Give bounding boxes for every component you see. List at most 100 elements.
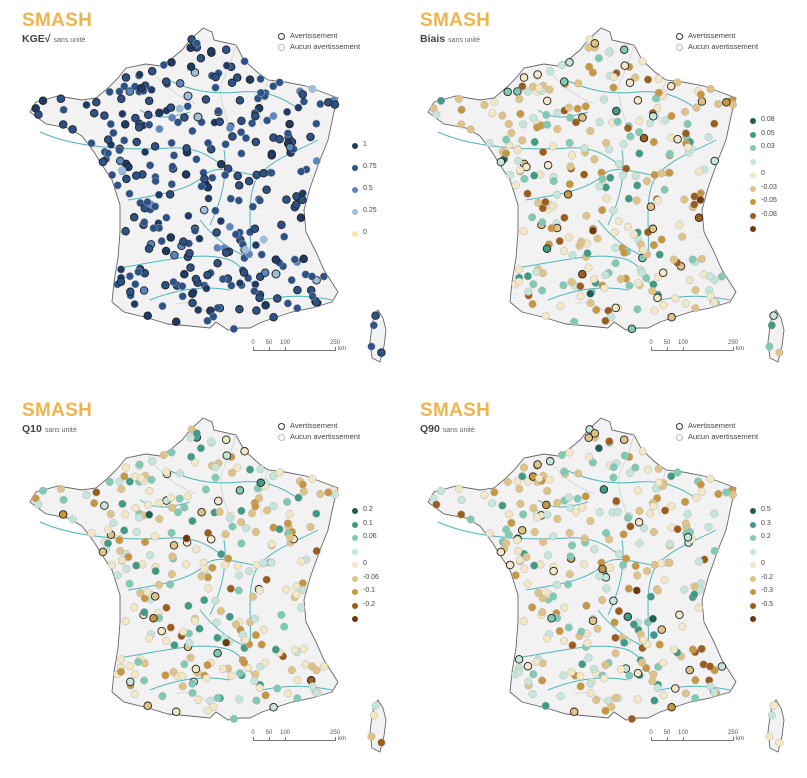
station-marker: [522, 552, 531, 562]
station-marker: [180, 269, 189, 279]
station-marker: [187, 452, 196, 461]
legend-label: 0: [363, 229, 367, 236]
station-marker: [125, 87, 135, 96]
scale-tick: [651, 347, 652, 351]
station-marker: [292, 590, 301, 599]
station-marker: [213, 303, 222, 312]
station-marker: [175, 79, 185, 88]
station-marker: [432, 500, 441, 509]
station-marker: [457, 510, 466, 519]
station-marker: [241, 134, 251, 143]
station-marker: [565, 448, 574, 457]
station-marker: [589, 664, 598, 674]
station-marker: [297, 167, 306, 176]
station-marker: [143, 198, 152, 207]
station-marker: [565, 570, 574, 579]
station-marker: [227, 281, 236, 290]
station-marker: [167, 138, 176, 147]
station-marker: [710, 509, 719, 518]
panel-title: SMASH: [420, 10, 491, 31]
station-marker: [211, 473, 220, 482]
station-marker: [646, 202, 656, 211]
station-marker: [480, 100, 489, 109]
station-marker: [146, 551, 155, 560]
station-marker: [178, 292, 187, 301]
station-marker: [166, 580, 175, 589]
station-marker: [606, 173, 615, 182]
river-line: [547, 287, 629, 301]
station-marker: [581, 492, 590, 501]
map-panel-q10: SMASH Q10 sans unité Avertissement Aucun …: [0, 390, 400, 778]
station-marker: [135, 70, 144, 79]
legend-label: -0.3: [761, 587, 774, 594]
station-marker: [190, 616, 200, 625]
station-marker: [593, 234, 602, 243]
station-marker: [234, 196, 243, 205]
region-border: [618, 434, 635, 519]
station-marker: [200, 596, 209, 605]
station-marker: [240, 57, 249, 66]
station-marker: [523, 87, 532, 96]
station-marker: [650, 306, 659, 315]
station-marker: [130, 603, 139, 612]
station-marker: [633, 279, 643, 288]
station-marker: [649, 527, 658, 537]
station-marker: [162, 213, 171, 222]
scale-tick: [667, 347, 668, 351]
station-marker: [697, 254, 706, 263]
station-marker: [144, 96, 154, 106]
scale-line: [651, 350, 733, 351]
station-marker: [466, 125, 475, 134]
station-marker: [565, 58, 574, 67]
station-marker: [225, 612, 234, 621]
legend-no-warning: Aucun avertissement: [278, 432, 360, 441]
station-marker: [625, 281, 634, 290]
station-marker: [103, 135, 113, 144]
station-marker: [312, 156, 321, 166]
station-marker: [565, 528, 574, 537]
station-marker: [134, 123, 144, 132]
station-marker: [215, 507, 224, 516]
station-marker: [681, 497, 690, 506]
station-marker: [89, 108, 99, 118]
station-marker: [573, 494, 582, 503]
station-marker: [513, 477, 522, 486]
station-marker: [287, 276, 296, 285]
station-marker: [696, 585, 705, 594]
station-marker: [130, 690, 139, 699]
warning-ring-icon: [676, 32, 683, 40]
station-marker: [643, 177, 652, 186]
station-marker: [371, 311, 380, 320]
station-marker: [155, 514, 164, 524]
legend-no-warning: Aucun avertissement: [676, 432, 758, 441]
station-marker: [547, 224, 556, 233]
station-marker: [602, 194, 611, 203]
station-marker: [565, 180, 574, 189]
station-marker: [619, 435, 629, 444]
station-marker: [518, 82, 527, 91]
station-marker: [538, 286, 547, 295]
station-marker: [570, 317, 579, 326]
station-marker: [655, 250, 664, 259]
station-marker: [584, 263, 593, 272]
station-marker: [115, 146, 124, 155]
station-marker: [283, 107, 292, 116]
station-marker: [241, 635, 250, 644]
station-marker: [237, 116, 246, 126]
warning-label: Avertissement: [688, 31, 736, 40]
station-marker: [528, 690, 537, 699]
station-marker: [635, 116, 644, 125]
station-marker: [501, 539, 511, 548]
station-marker: [221, 45, 231, 54]
station-marker: [245, 567, 254, 576]
station-marker: [432, 110, 441, 119]
station-marker: [290, 645, 299, 654]
legend-warning: Avertissement: [278, 421, 337, 430]
station-marker: [261, 301, 270, 310]
station-marker: [173, 508, 183, 517]
station-marker: [56, 94, 66, 104]
station-marker: [717, 272, 726, 281]
station-marker: [369, 321, 378, 330]
station-marker: [233, 463, 242, 472]
station-marker: [619, 560, 628, 570]
